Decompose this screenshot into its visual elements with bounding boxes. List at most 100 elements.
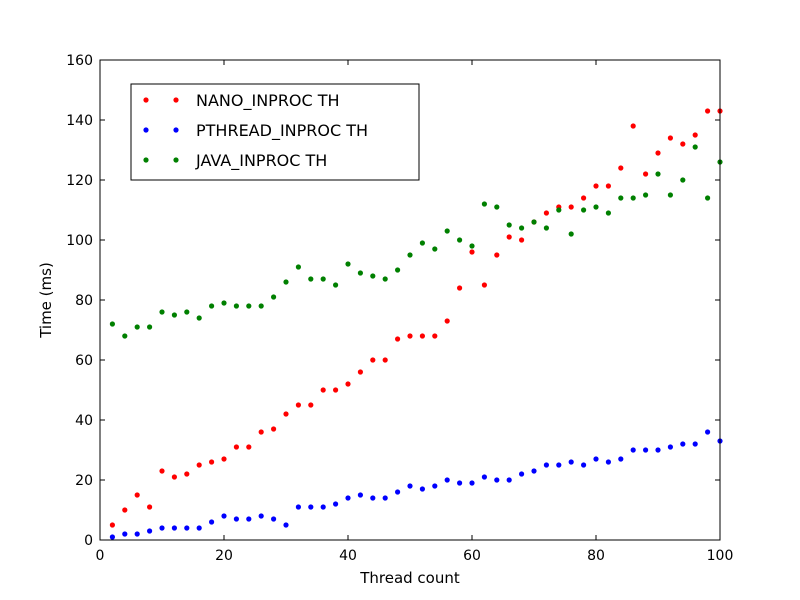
data-point — [171, 525, 177, 531]
legend-marker — [143, 127, 149, 133]
data-point — [618, 456, 624, 462]
data-point — [308, 276, 314, 282]
data-point — [494, 477, 500, 483]
data-point — [320, 387, 326, 393]
data-point — [680, 177, 686, 183]
data-point — [171, 312, 177, 318]
y-tick-label: 20 — [75, 473, 93, 489]
x-tick-label: 100 — [707, 548, 734, 564]
data-point — [209, 303, 215, 309]
data-point — [258, 513, 264, 519]
data-point — [692, 144, 698, 150]
data-point — [246, 303, 252, 309]
data-point — [357, 369, 363, 375]
data-point — [593, 183, 599, 189]
data-point — [295, 504, 301, 510]
data-point — [494, 204, 500, 210]
data-point — [543, 225, 550, 231]
legend-marker — [143, 97, 149, 103]
data-point — [655, 150, 661, 156]
legend-item: NANO_INPROC TH — [143, 91, 340, 111]
legend-marker — [173, 97, 179, 103]
data-point — [395, 336, 401, 342]
data-point — [432, 333, 438, 339]
data-point — [283, 279, 289, 285]
y-tick-label: 40 — [75, 413, 93, 429]
data-point — [519, 471, 525, 477]
data-point — [382, 276, 388, 282]
data-point — [196, 525, 202, 531]
legend: NANO_INPROC TH PTHREAD_INPROC TH JAVA_INPR… — [130, 83, 420, 181]
data-point — [705, 195, 711, 201]
data-point — [643, 447, 649, 453]
data-point — [134, 324, 140, 330]
data-point — [147, 324, 153, 330]
data-point — [258, 303, 264, 309]
data-point — [655, 447, 661, 453]
legend-marker — [173, 157, 179, 163]
data-point — [568, 459, 574, 465]
data-point — [469, 243, 475, 249]
data-point — [506, 222, 512, 228]
legend-label: PTHREAD_INPROC TH — [196, 121, 368, 141]
data-point — [630, 123, 636, 129]
data-point — [667, 135, 674, 141]
legend-label: NANO_INPROC TH — [196, 91, 340, 111]
data-point — [630, 195, 636, 201]
series-1 — [109, 429, 723, 540]
data-point — [605, 210, 612, 216]
data-point — [159, 309, 165, 315]
data-point — [543, 462, 550, 468]
data-point — [271, 294, 277, 300]
data-point — [147, 528, 153, 534]
series-0 — [109, 108, 723, 528]
data-point — [568, 231, 574, 237]
data-point — [519, 237, 525, 243]
data-point — [246, 516, 252, 522]
data-point — [134, 492, 140, 498]
data-point — [457, 285, 463, 291]
data-point — [196, 462, 202, 468]
y-tick-label: 140 — [66, 113, 93, 129]
data-point — [469, 480, 475, 486]
data-point — [680, 441, 686, 447]
data-point — [481, 282, 487, 288]
data-point — [233, 303, 239, 309]
x-axis-title: Thread count — [359, 569, 460, 587]
data-point — [345, 261, 351, 267]
data-point — [283, 411, 289, 417]
data-point — [419, 333, 425, 339]
data-point — [432, 246, 438, 252]
legend-item: PTHREAD_INPROC TH — [143, 121, 368, 141]
data-point — [630, 447, 636, 453]
data-point — [271, 516, 277, 522]
data-point — [419, 486, 425, 492]
data-point — [109, 321, 115, 327]
data-point — [122, 333, 128, 339]
data-point — [333, 387, 339, 393]
data-point — [593, 204, 599, 210]
series-2 — [109, 144, 723, 339]
data-point — [605, 183, 612, 189]
y-tick-label: 160 — [66, 53, 93, 69]
data-point — [581, 207, 587, 213]
data-point — [680, 141, 686, 147]
data-point — [444, 318, 450, 324]
data-point — [320, 504, 326, 510]
data-point — [444, 228, 450, 234]
data-point — [581, 195, 587, 201]
legend-marker — [173, 127, 179, 133]
data-point — [295, 264, 301, 270]
data-point — [667, 192, 674, 198]
data-point — [295, 402, 301, 408]
x-tick-label: 40 — [339, 548, 357, 564]
data-point — [283, 522, 289, 528]
data-point — [444, 477, 450, 483]
data-point — [432, 483, 438, 489]
data-point — [506, 477, 512, 483]
data-point — [692, 132, 698, 138]
data-point — [481, 201, 487, 207]
data-point — [395, 267, 401, 273]
data-point — [345, 495, 351, 501]
